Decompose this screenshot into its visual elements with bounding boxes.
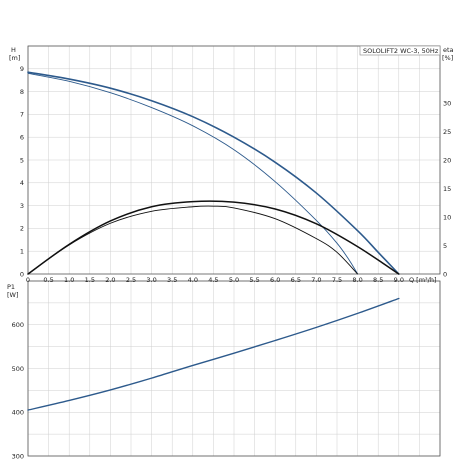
y-right-tick-label: 25 bbox=[443, 128, 451, 136]
x-tick-label: 3.5 bbox=[167, 276, 177, 284]
x-tick-label: 7.5 bbox=[332, 276, 342, 284]
y-left-tick-label: 0 bbox=[20, 270, 24, 278]
x-tick-label: 0 bbox=[26, 276, 30, 284]
x-tick-label: 5.5 bbox=[249, 276, 259, 284]
y-left-tick-label: 2 bbox=[20, 225, 24, 233]
y-right-tick-label: 15 bbox=[443, 185, 451, 193]
y-right-tick-label: 20 bbox=[443, 156, 451, 164]
x-tick-label: 9.0 bbox=[394, 276, 404, 284]
x-tick-label: 6.0 bbox=[270, 276, 280, 284]
y-left-tick-label: 1 bbox=[20, 248, 24, 256]
y-left-tick-label: 8 bbox=[20, 88, 24, 96]
y-left-tick-label: 5 bbox=[20, 156, 24, 164]
x-tick-label: 7.0 bbox=[311, 276, 321, 284]
power-y-tick-label: 400 bbox=[12, 409, 24, 417]
x-tick-label: 3.0 bbox=[146, 276, 156, 284]
y-right-axis-label: eta bbox=[443, 46, 454, 54]
y-right-axis-unit: [%] bbox=[442, 54, 453, 62]
head-curve-1 bbox=[27, 72, 359, 275]
power-y-axis-label: P1 bbox=[7, 283, 15, 291]
eta-curve-2 bbox=[27, 200, 400, 275]
x-tick-label: 6.5 bbox=[291, 276, 301, 284]
eta-curve-3 bbox=[27, 205, 359, 275]
y-right-tick-label: 30 bbox=[443, 99, 451, 107]
power-y-axis-unit: [W] bbox=[7, 291, 19, 299]
x-tick-label: 2.0 bbox=[105, 276, 115, 284]
y-right-tick-label: 5 bbox=[443, 242, 447, 250]
power-y-tick-label: 600 bbox=[12, 321, 24, 329]
head-curve-0 bbox=[27, 71, 400, 275]
y-left-axis-unit: [m] bbox=[9, 54, 20, 62]
power-y-tick-label: 300 bbox=[12, 452, 24, 460]
x-tick-label: 4.5 bbox=[208, 276, 218, 284]
x-tick-label: 4.0 bbox=[188, 276, 198, 284]
y-left-tick-label: 7 bbox=[20, 111, 24, 119]
y-right-tick-label: 0 bbox=[443, 270, 447, 278]
power-y-tick-label: 500 bbox=[12, 365, 24, 373]
x-tick-label: 2.5 bbox=[126, 276, 136, 284]
x-tick-label: 1.0 bbox=[64, 276, 74, 284]
x-tick-label: 1.5 bbox=[85, 276, 95, 284]
legend-label: SOLOLIFT2 WC-3, 50Hz bbox=[363, 47, 439, 55]
head-panel-frame bbox=[27, 45, 441, 275]
x-tick-label: 0.5 bbox=[43, 276, 53, 284]
y-left-tick-label: 9 bbox=[20, 65, 24, 73]
legend-box bbox=[359, 45, 441, 56]
y-left-tick-label: 3 bbox=[20, 202, 24, 210]
y-left-tick-label: 4 bbox=[20, 179, 24, 187]
y-right-tick-label: 10 bbox=[443, 213, 451, 221]
x-tick-label: 8.0 bbox=[352, 276, 362, 284]
y-left-axis-label: H bbox=[11, 46, 16, 54]
y-left-tick-label: 6 bbox=[20, 134, 24, 142]
x-axis-label: Q [m³/h] bbox=[409, 276, 437, 284]
power-panel-frame bbox=[27, 280, 441, 457]
x-tick-label: 8.5 bbox=[373, 276, 383, 284]
x-tick-label: 5.0 bbox=[229, 276, 239, 284]
power-curve-0 bbox=[27, 297, 400, 411]
